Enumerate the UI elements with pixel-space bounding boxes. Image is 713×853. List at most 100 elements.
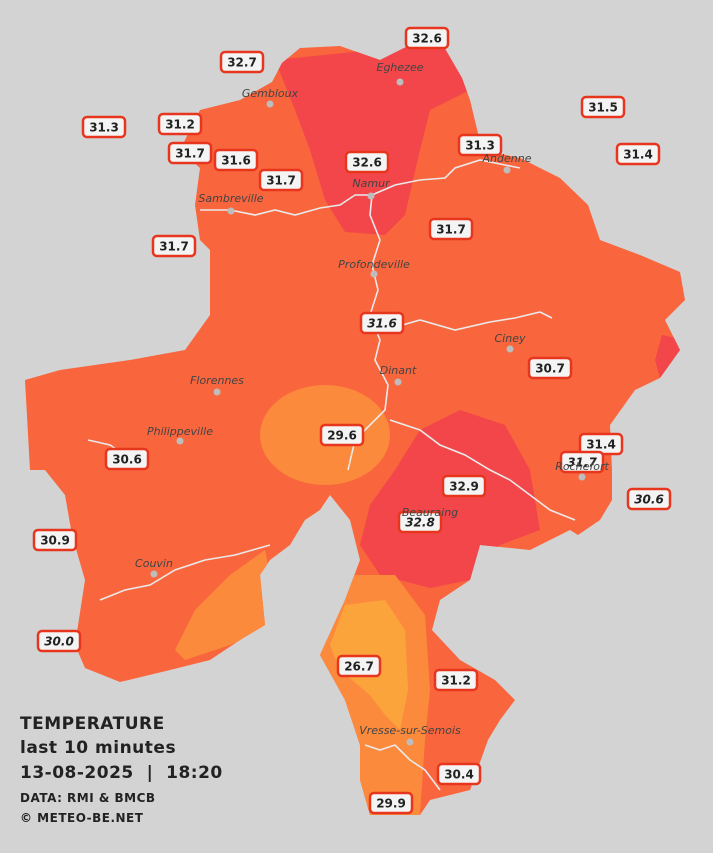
station-marker-box [433, 668, 479, 692]
station-temperature: 32.6 [352, 156, 382, 170]
station-temperature: 31.2 [165, 118, 195, 132]
city-marker-profondeville [370, 270, 378, 278]
legend-title: TEMPERATURE [20, 714, 165, 734]
station-temperature: 31.3 [465, 139, 495, 153]
station-marker[interactable]: 32.7 [219, 50, 265, 74]
city-label-sambreville: Sambreville [198, 192, 263, 205]
station-marker[interactable]: 32.6 [344, 150, 390, 174]
city-marker-philippeville [176, 437, 184, 445]
station-marker[interactable]: 30.6 [626, 487, 672, 511]
station-temperature: 31.6 [221, 154, 251, 168]
station-marker[interactable]: 31.3 [457, 133, 503, 157]
city-label-beauraing: Beauraing [402, 506, 458, 519]
station-temperature: 30.6 [112, 453, 142, 467]
station-temperature: 30.9 [40, 534, 70, 548]
station-marker-box [213, 148, 259, 172]
city-label-andenne: Andenne [482, 152, 532, 165]
city-label-profondeville: Profondeville [338, 258, 410, 271]
city-marker-andenne [503, 166, 511, 174]
legend-data-source: DATA: RMI & BMCB [20, 791, 156, 805]
river-bocq [384, 311, 553, 331]
station-marker[interactable]: 29.6 [319, 423, 365, 447]
city-label-eghezee: Eghezee [377, 61, 424, 74]
station-temperature: 30.7 [535, 362, 565, 376]
city-label-dinant: Dinant [380, 364, 417, 377]
city-marker-dinant [394, 378, 402, 386]
station-temperature: 32.9 [449, 480, 479, 494]
station-temperature: 32.6 [412, 32, 442, 46]
station-marker-box [104, 447, 150, 471]
station-marker[interactable]: 31.7 [559, 450, 605, 474]
station-marker[interactable]: 32.9 [441, 474, 487, 498]
station-marker-box [319, 423, 365, 447]
station-marker[interactable]: 32.6 [404, 26, 450, 50]
city-marker-vresse [406, 738, 414, 746]
city-marker-couvin [150, 570, 158, 578]
city-label-gembloux: Gembloux [242, 87, 299, 100]
legend-datetime: 13-08-2025 | 18:20 [20, 763, 223, 783]
city-label-namur: Namur [352, 177, 391, 190]
city-label-couvin: Couvin [135, 557, 173, 570]
station-marker-box [457, 133, 503, 157]
station-marker[interactable]: 31.6 [213, 148, 259, 172]
station-marker-box [344, 150, 390, 174]
station-marker[interactable]: 31.7 [258, 168, 304, 192]
station-marker-box [151, 234, 197, 258]
station-temperature: 31.7 [567, 456, 597, 470]
river-semois [364, 744, 441, 791]
station-marker[interactable]: 31.3 [81, 115, 127, 139]
station-marker[interactable]: 32.8 [397, 510, 443, 534]
station-marker[interactable]: 30.7 [527, 356, 573, 380]
station-marker[interactable]: 30.4 [436, 762, 482, 786]
station-marker-box [219, 50, 265, 74]
station-marker-box [258, 168, 304, 192]
station-marker[interactable]: 31.5 [580, 95, 626, 119]
city-marker-rochefort [578, 473, 586, 481]
city-label-rochefort: Rochefort [555, 460, 609, 473]
station-marker[interactable]: 31.6 [359, 311, 405, 335]
station-marker[interactable]: 29.9 [368, 791, 414, 815]
station-temperature: 31.4 [586, 438, 616, 452]
city-marker-eghezee [396, 78, 404, 86]
station-temperature: 30.6 [634, 493, 664, 507]
station-marker-box [157, 112, 203, 136]
station-marker[interactable]: 30.6 [104, 447, 150, 471]
station-temperature: 32.8 [405, 516, 435, 530]
city-marker-ciney [506, 345, 514, 353]
station-temperature: 31.7 [436, 223, 466, 237]
station-marker-box [359, 311, 405, 335]
station-temperature: 31.5 [588, 101, 618, 115]
city-label-ciney: Ciney [495, 332, 526, 345]
station-marker[interactable]: 30.0 [36, 629, 82, 653]
city-marker-sambreville [227, 207, 235, 215]
station-marker-box [81, 115, 127, 139]
station-temperature: 26.7 [344, 660, 374, 674]
station-marker-box [167, 141, 213, 165]
station-marker[interactable]: 31.4 [578, 432, 624, 456]
river-meuse-east [371, 159, 521, 196]
station-marker[interactable]: 31.2 [433, 668, 479, 692]
station-marker[interactable]: 30.9 [32, 528, 78, 552]
station-marker[interactable]: 31.7 [151, 234, 197, 258]
station-marker-box [559, 450, 605, 474]
station-marker[interactable]: 31.2 [157, 112, 203, 136]
station-marker[interactable]: 31.4 [615, 142, 661, 166]
station-temperature: 31.4 [623, 148, 653, 162]
station-marker-box [368, 791, 414, 815]
station-marker-box [580, 95, 626, 119]
station-marker[interactable]: 31.7 [167, 141, 213, 165]
station-marker-box [336, 654, 382, 678]
station-temperature: 31.6 [367, 317, 397, 331]
station-temperature: 32.7 [227, 56, 257, 70]
station-marker[interactable]: 26.7 [336, 654, 382, 678]
station-temperature: 31.7 [175, 147, 205, 161]
station-temperature: 31.7 [266, 174, 296, 188]
river-eau-blanche [99, 544, 271, 601]
station-temperature: 30.0 [44, 635, 74, 649]
hot-zone-north [275, 40, 470, 235]
station-marker[interactable]: 31.7 [428, 217, 474, 241]
station-marker-box [428, 217, 474, 241]
station-marker-box [36, 629, 82, 653]
station-marker-box [397, 510, 443, 534]
